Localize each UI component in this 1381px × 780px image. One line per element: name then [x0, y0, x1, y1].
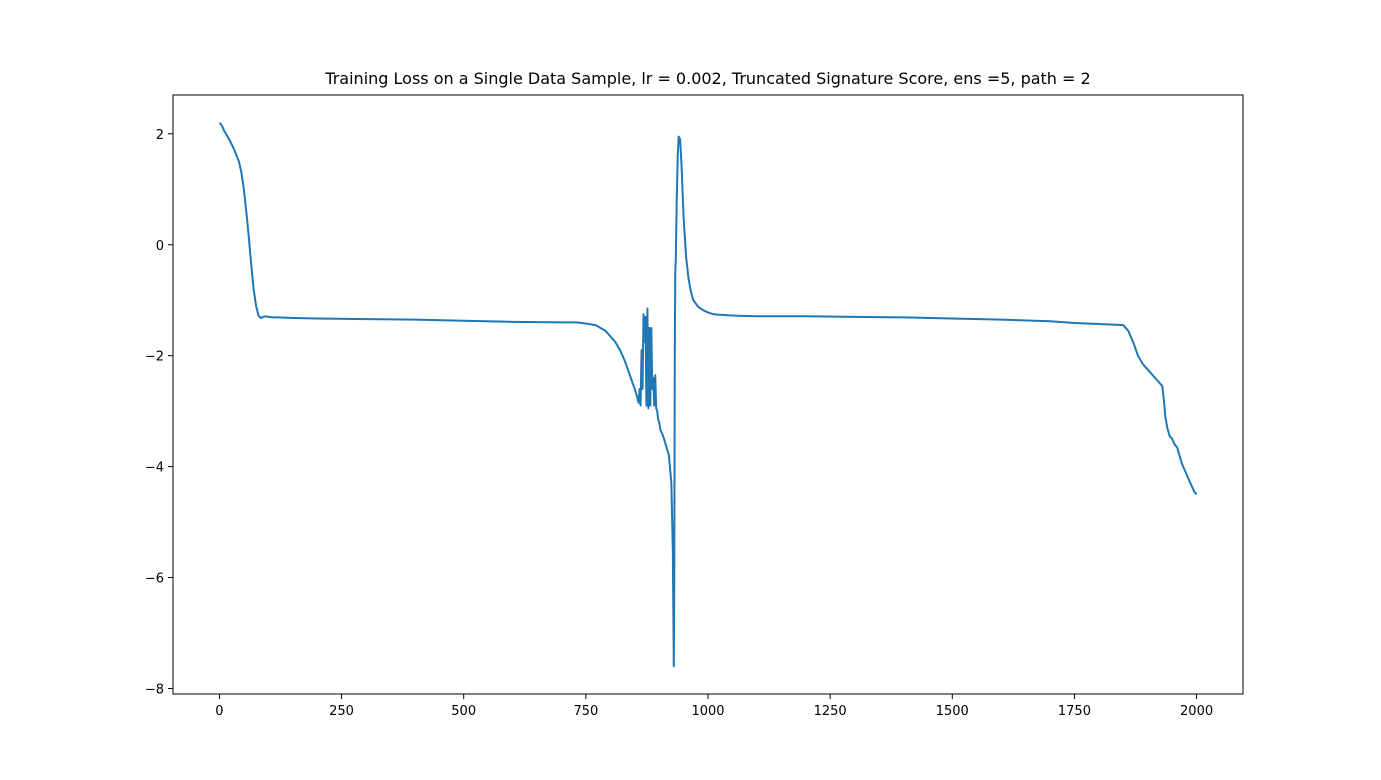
chart-title: Training Loss on a Single Data Sample, l…	[324, 69, 1090, 88]
y-tick-label: −2	[145, 350, 164, 365]
y-tick-label: −6	[145, 572, 164, 587]
x-tick-label: 1250	[814, 704, 847, 719]
x-tick-label: 250	[329, 704, 354, 719]
x-tick-label: 2000	[1180, 704, 1213, 719]
y-tick-label: −4	[145, 461, 164, 476]
series-line	[218, 122, 1198, 668]
y-tick-label: 2	[156, 128, 164, 143]
plot-area: 0 250 500 750 1000 1250 1500 1750 2000 −8 −6 −4 −2 0 2	[145, 94, 1244, 719]
x-tick-label: 750	[573, 704, 598, 719]
x-tick-label: 1500	[936, 704, 969, 719]
axes-frame	[172, 94, 1244, 695]
x-tick-label: 1750	[1058, 704, 1091, 719]
x-tick-label: 500	[451, 704, 476, 719]
x-tick-label: 0	[215, 704, 223, 719]
x-tick-label: 1000	[691, 704, 724, 719]
y-tick-label: 0	[156, 239, 164, 254]
y-tick-label: −8	[145, 682, 164, 697]
